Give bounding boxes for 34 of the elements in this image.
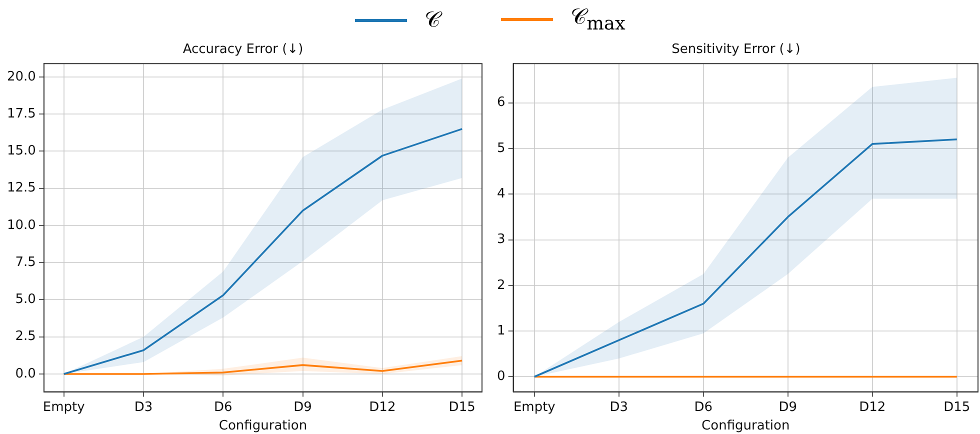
y-tick-label: 5 (496, 140, 506, 156)
y-tick-label: 2 (496, 278, 506, 293)
y-tick-label: 3 (496, 232, 506, 248)
y-tick-label: 0.0 (15, 366, 36, 382)
legend-label: 𝒞 (424, 8, 441, 32)
y-tick-label: 15.0 (6, 144, 36, 159)
x-axis-title: Configuration (218, 418, 308, 434)
y-tick-label: 5.0 (15, 292, 36, 308)
y-tick-label: 0 (496, 369, 506, 384)
chart-title: Accuracy Error (↓) (182, 42, 304, 58)
y-tick-label: 10.0 (6, 218, 36, 233)
x-tick-label: D15 (944, 400, 970, 415)
x-axis-title: Configuration (702, 418, 790, 434)
y-tick-label: 4 (496, 186, 506, 202)
y-tick-label: 1 (496, 323, 506, 338)
y-tick-label: 2.5 (15, 329, 36, 344)
x-tick-label: Empty (513, 400, 556, 415)
x-tick-label: D9 (778, 400, 798, 415)
x-tick-label: D12 (859, 400, 886, 415)
x-tick-label: D3 (134, 400, 153, 415)
x-tick-label: D12 (369, 400, 396, 415)
x-tick-label: Empty (42, 400, 86, 415)
y-tick-label: 17.5 (6, 106, 36, 122)
x-tick-label: D6 (214, 400, 232, 415)
y-tick-label: 6 (496, 95, 506, 110)
x-tick-label: D3 (610, 400, 628, 415)
x-tick-label: D9 (294, 400, 312, 415)
y-tick-label: 20.0 (6, 69, 36, 84)
legend-label: 𝒞$_{max}$ (570, 5, 626, 35)
chart-title: Sensitivity Error (↓) (672, 42, 800, 58)
y-tick-label: 7.5 (15, 254, 36, 270)
x-tick-label: D15 (448, 400, 476, 415)
y-tick-label: 12.5 (6, 180, 36, 196)
x-tick-label: D6 (694, 400, 713, 415)
